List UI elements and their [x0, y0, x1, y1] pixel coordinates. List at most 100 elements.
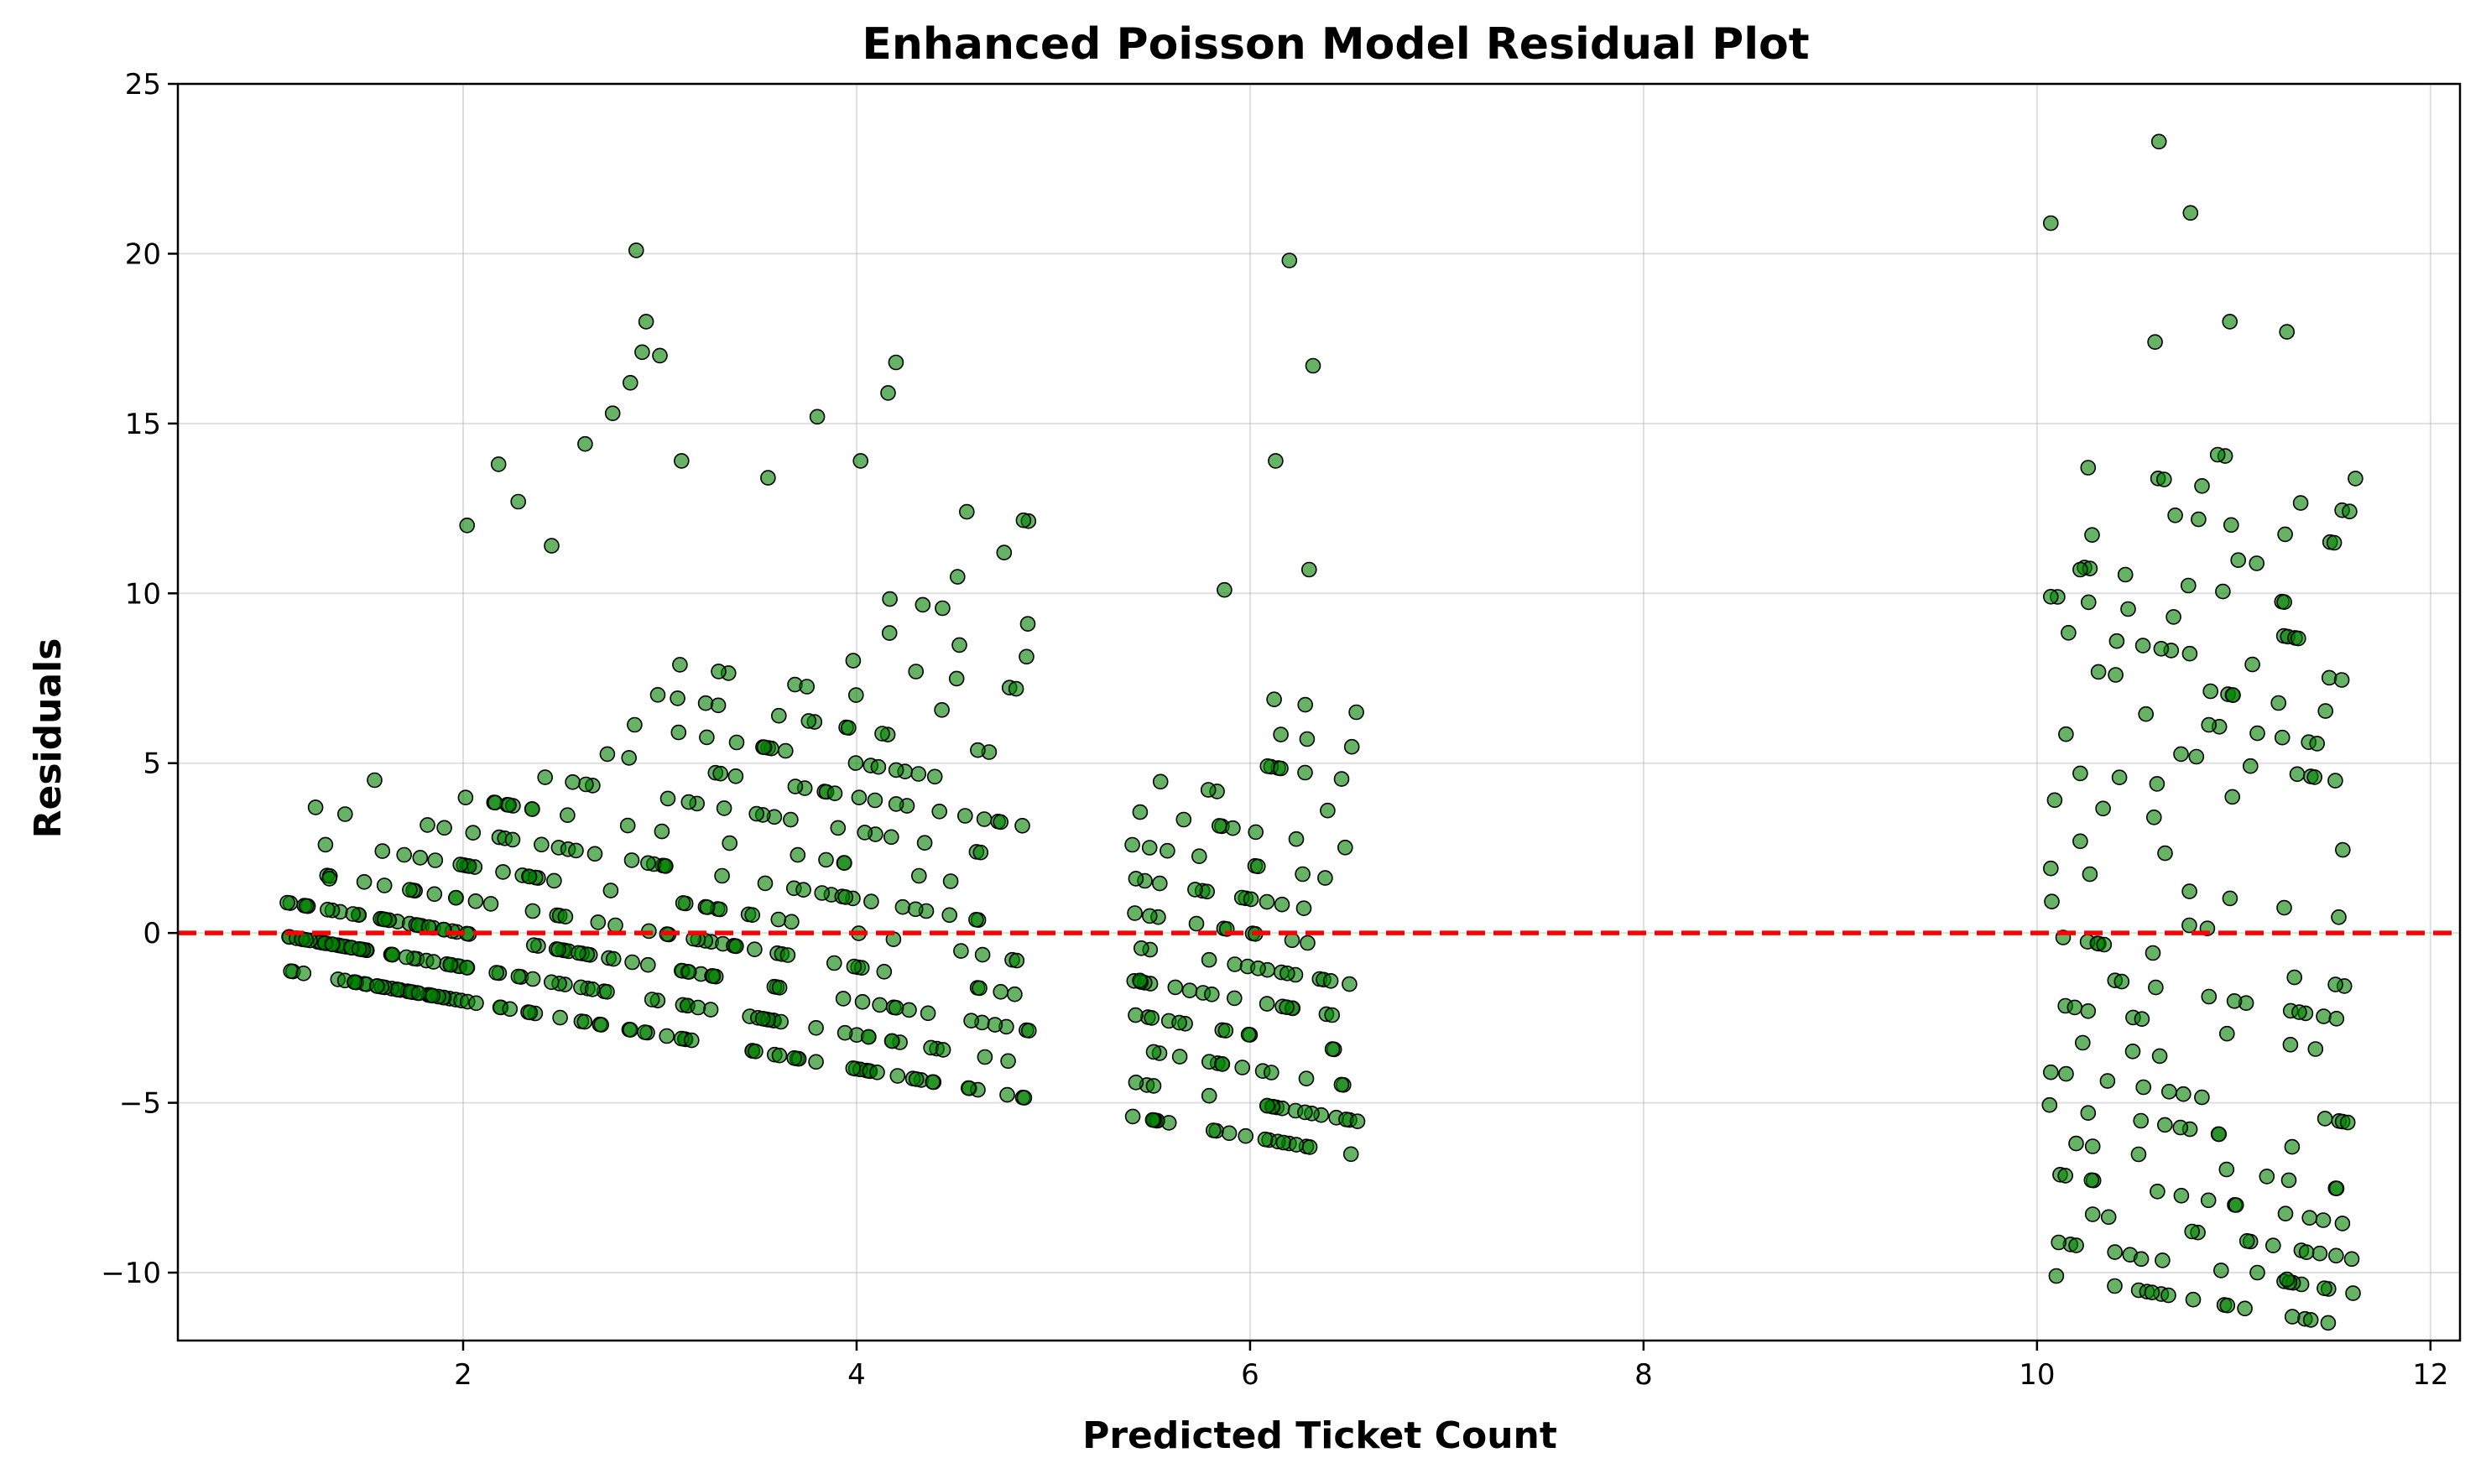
data-point	[852, 453, 868, 469]
data-point	[1142, 908, 1158, 924]
data-point	[977, 1049, 993, 1065]
data-point	[2145, 945, 2161, 961]
data-point	[2161, 1084, 2177, 1100]
data-point	[942, 873, 959, 889]
data-point	[2068, 1135, 2084, 1152]
data-point	[948, 670, 965, 687]
data-point	[2191, 511, 2207, 528]
data-point	[1248, 824, 1264, 841]
data-point	[510, 493, 527, 510]
data-point	[787, 778, 804, 794]
data-point	[1175, 811, 1192, 828]
data-point	[1281, 253, 1298, 268]
data-point	[916, 835, 933, 851]
data-point	[976, 811, 993, 827]
data-point	[2327, 976, 2343, 992]
data-point	[307, 799, 324, 815]
data-point	[972, 844, 989, 861]
data-point	[1297, 696, 1313, 713]
data-point	[1007, 986, 1023, 1002]
data-point	[2075, 1034, 2091, 1051]
data-point	[637, 1024, 653, 1040]
data-point	[571, 945, 586, 961]
data-point	[2215, 583, 2231, 600]
data-point	[826, 785, 843, 802]
data-point	[836, 855, 852, 871]
data-point	[2147, 334, 2163, 351]
x-tick-label: 12	[2412, 1358, 2448, 1392]
data-point	[1000, 1053, 1016, 1070]
data-point	[2155, 1252, 2171, 1268]
data-point	[847, 687, 864, 703]
data-point	[881, 625, 898, 641]
data-point	[2172, 1119, 2189, 1136]
x-tick-label: 4	[847, 1358, 866, 1392]
data-point	[2284, 1309, 2301, 1325]
data-point	[2150, 1184, 2165, 1200]
x-tick-label: 10	[2019, 1358, 2055, 1392]
data-point	[2176, 1086, 2192, 1102]
data-point	[557, 909, 574, 924]
data-point	[675, 895, 691, 911]
data-point	[1221, 1125, 1238, 1142]
data-point	[2181, 883, 2197, 899]
data-point	[639, 956, 656, 973]
data-point	[560, 807, 576, 824]
data-point	[525, 937, 542, 953]
data-point	[863, 893, 879, 909]
data-point	[710, 697, 727, 714]
data-point	[524, 801, 540, 817]
data-point	[935, 1042, 951, 1058]
data-point	[851, 789, 868, 806]
data-point	[376, 877, 393, 893]
y-tick-label: −10	[101, 1257, 161, 1290]
data-point	[2317, 1111, 2333, 1127]
data-point	[2068, 1237, 2084, 1253]
data-point	[1200, 782, 1217, 798]
chart-title: Enhanced Poisson Model Residual Plot	[862, 19, 1809, 70]
data-point	[1288, 1137, 1305, 1153]
data-point	[799, 679, 816, 695]
data-point	[771, 1047, 788, 1064]
data-point	[2328, 1180, 2345, 1196]
data-point	[1204, 987, 1220, 1002]
data-point	[2043, 860, 2059, 877]
data-point	[2107, 1244, 2123, 1260]
data-point	[760, 470, 776, 486]
data-point	[888, 1000, 904, 1016]
data-point	[784, 914, 800, 930]
data-point	[2277, 1205, 2294, 1221]
data-point	[770, 707, 787, 724]
data-point	[623, 852, 640, 868]
data-point	[1259, 1097, 1275, 1114]
data-point	[883, 829, 899, 846]
data-point	[524, 971, 541, 987]
data-point	[996, 544, 1013, 561]
data-point	[2046, 792, 2063, 809]
data-point	[1019, 648, 1035, 665]
data-point	[1240, 1027, 1257, 1043]
data-point	[1349, 1113, 1366, 1129]
data-point	[2292, 495, 2309, 511]
data-point	[1201, 1087, 1217, 1104]
data-point	[2298, 1244, 2315, 1260]
data-point	[2173, 1188, 2190, 1204]
data-point	[2335, 841, 2351, 858]
data-point	[2157, 1117, 2173, 1133]
data-point	[2061, 624, 2077, 641]
data-point	[670, 690, 685, 706]
data-point	[2309, 736, 2325, 752]
data-point	[524, 903, 541, 919]
data-point	[1299, 731, 1316, 747]
data-point	[2306, 769, 2322, 785]
data-point	[510, 968, 527, 985]
data-point	[1320, 802, 1336, 819]
data-point	[786, 1050, 803, 1066]
data-point	[888, 762, 904, 778]
data-point	[867, 792, 883, 809]
data-point	[699, 899, 716, 915]
data-point	[957, 808, 973, 824]
data-point	[622, 374, 638, 391]
data-point	[1016, 1090, 1033, 1106]
data-point	[2058, 1065, 2074, 1082]
